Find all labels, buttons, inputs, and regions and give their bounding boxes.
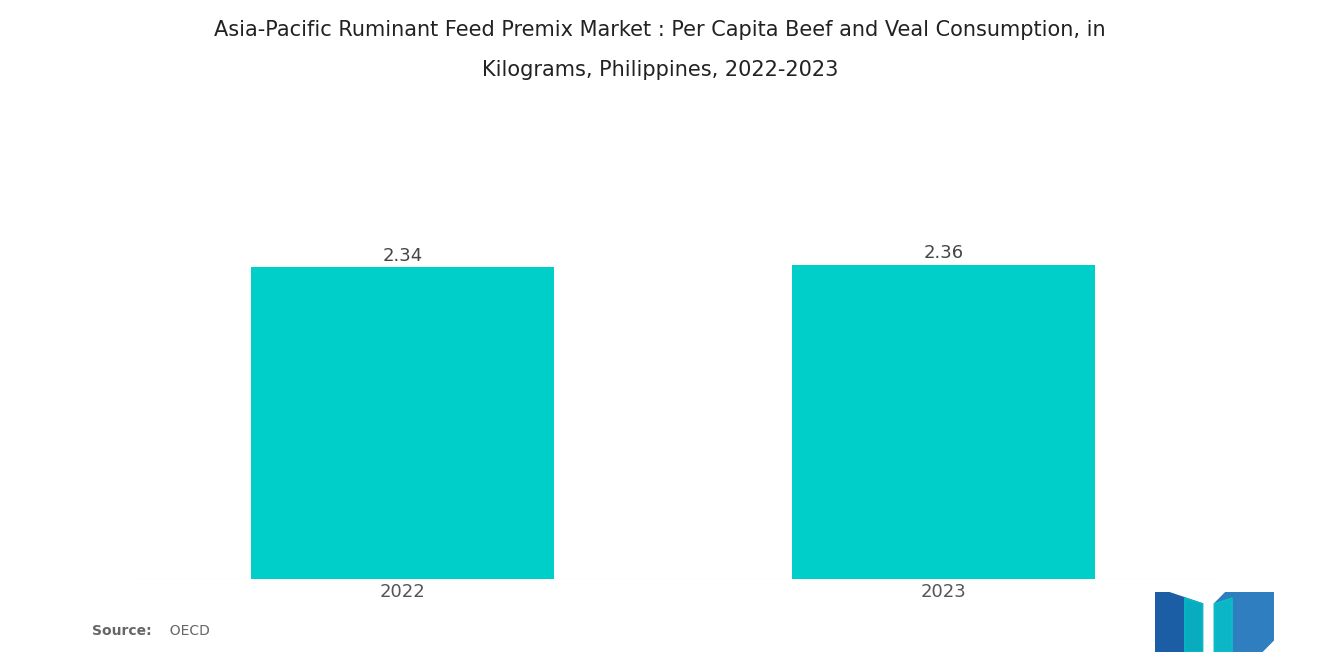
Polygon shape [1155,592,1203,652]
Bar [251,267,554,579]
Polygon shape [1214,598,1233,652]
Text: Source:: Source: [92,624,152,638]
Text: OECD: OECD [161,624,210,638]
Bar [792,265,1096,579]
Text: Kilograms, Philippines, 2022-2023: Kilograms, Philippines, 2022-2023 [482,60,838,80]
Text: 2.36: 2.36 [924,244,964,262]
Polygon shape [1185,598,1203,652]
Text: Asia-Pacific Ruminant Feed Premix Market : Per Capita Beef and Veal Consumption,: Asia-Pacific Ruminant Feed Premix Market… [214,20,1106,40]
Polygon shape [1214,592,1274,652]
Text: 2.34: 2.34 [383,247,422,265]
